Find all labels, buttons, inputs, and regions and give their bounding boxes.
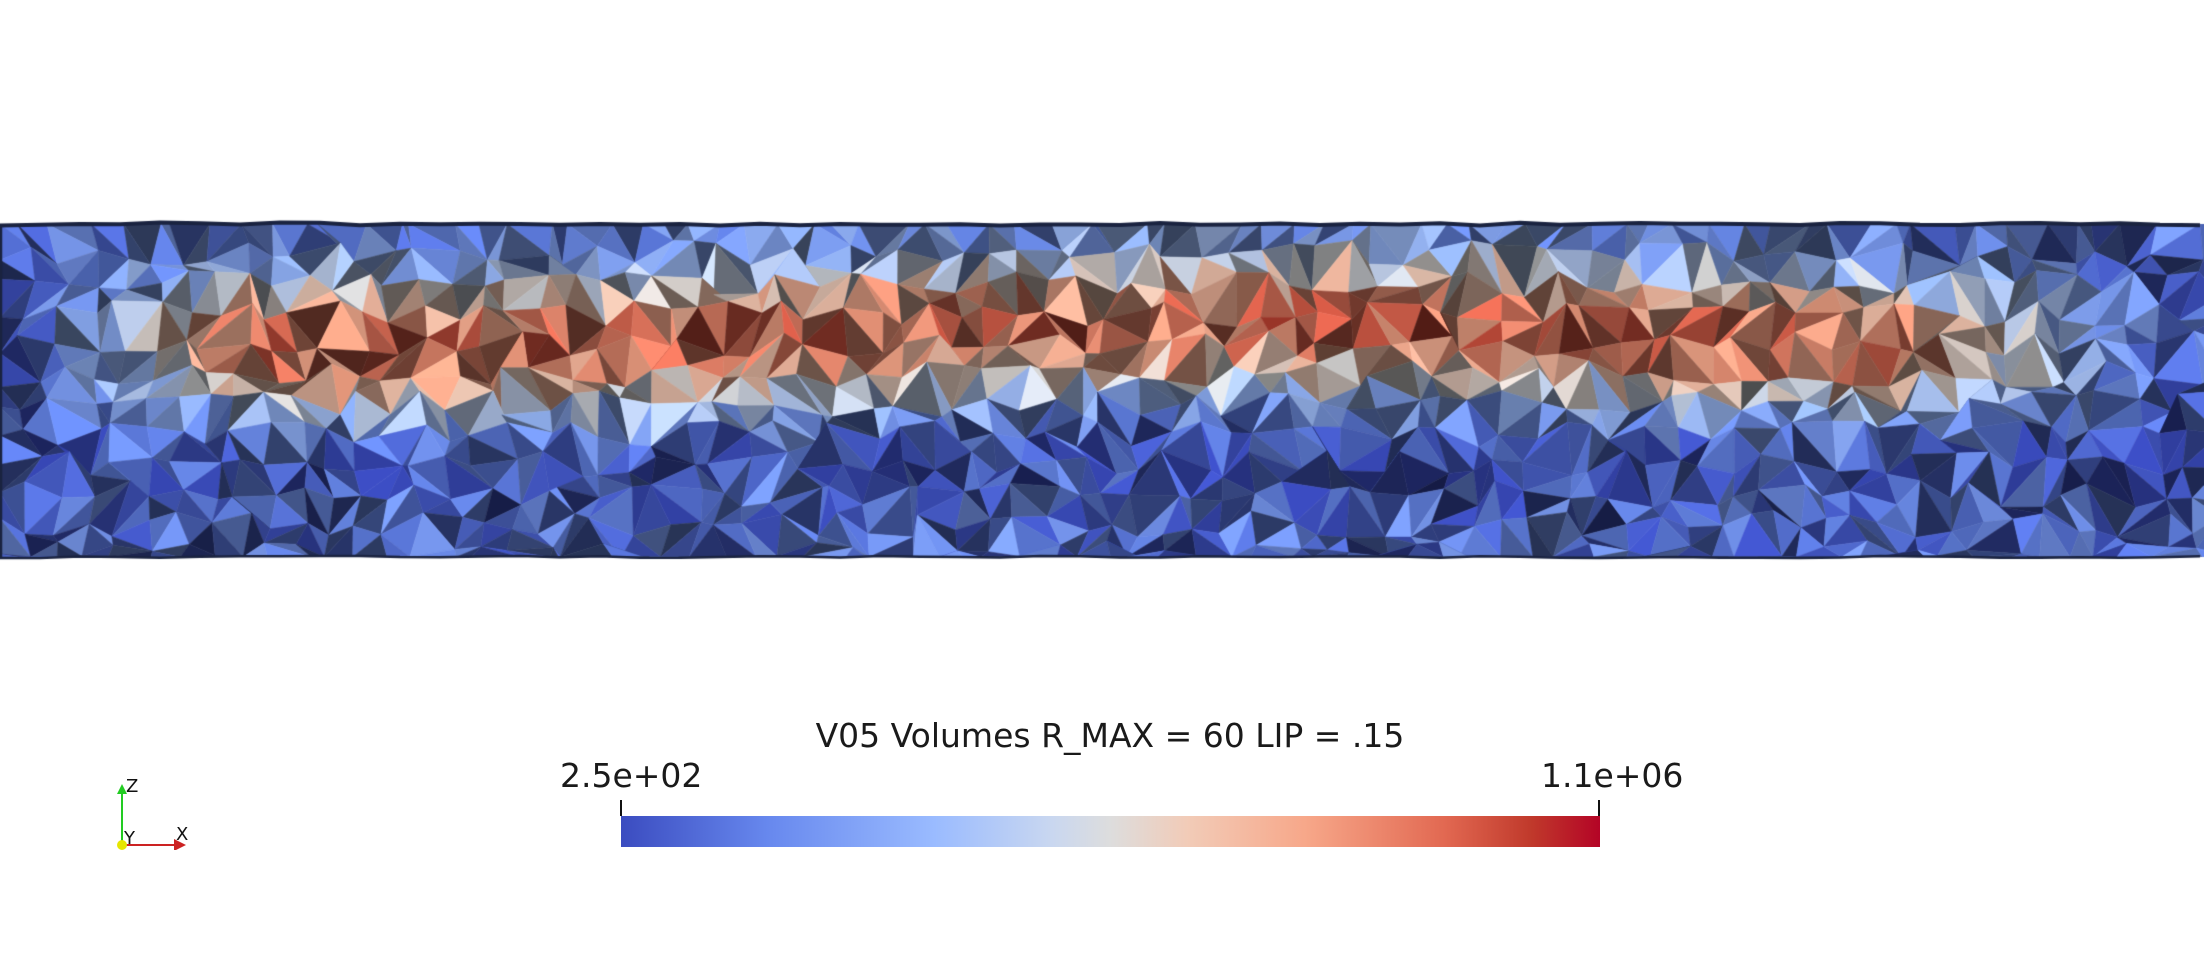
scalar-bar-min-label: 2.5e+02 <box>560 756 703 795</box>
scalar-bar-max-label: 1.1e+06 <box>1541 756 1684 795</box>
x-axis-arrow-icon <box>174 839 186 850</box>
scalar-bar-min-tick <box>620 800 622 816</box>
z-axis-label: Z <box>126 776 138 797</box>
y-axis-label: Y <box>123 828 136 849</box>
orientation-axes: Z Y X <box>117 776 188 850</box>
scalar-bar-title: V05 Volumes R_MAX = 60 LIP = .15 <box>815 716 1405 755</box>
y-axis-dot-icon <box>117 840 127 850</box>
z-axis-arrow-icon <box>117 784 127 794</box>
x-axis-label: X <box>176 824 188 845</box>
scalar-bar-max-tick <box>1598 800 1600 816</box>
scalar-color-bar <box>621 816 1600 847</box>
